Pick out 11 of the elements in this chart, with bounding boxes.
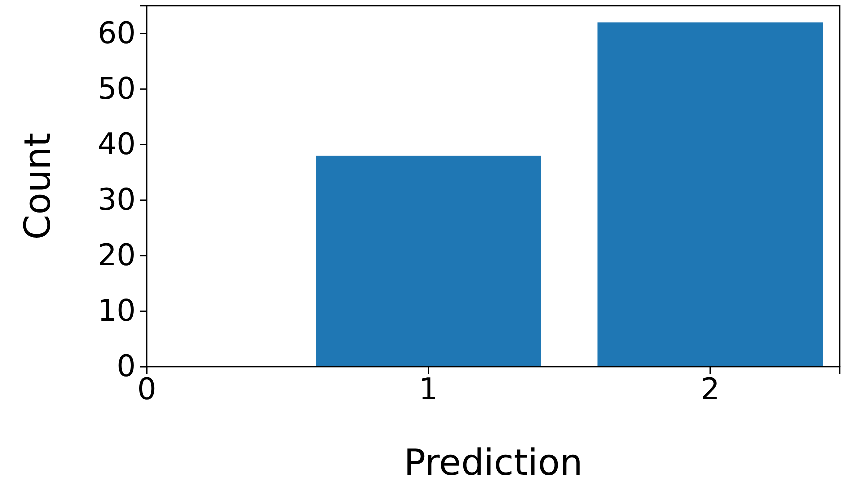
y-tick-label: 0 (116, 350, 136, 385)
x-tick-label: 2 (700, 372, 720, 408)
y-tick-label: 30 (98, 182, 136, 218)
y-axis-title: Count (18, 133, 59, 240)
y-tick-label: 20 (98, 238, 136, 274)
y-tick-label: 10 (98, 294, 136, 330)
y-tick-label: 50 (98, 72, 136, 107)
x-tick-label: 1 (419, 372, 438, 408)
y-tick-label: 40 (98, 127, 136, 162)
y-tick-label: 60 (98, 16, 136, 52)
x-axis-title: Prediction (404, 443, 583, 484)
